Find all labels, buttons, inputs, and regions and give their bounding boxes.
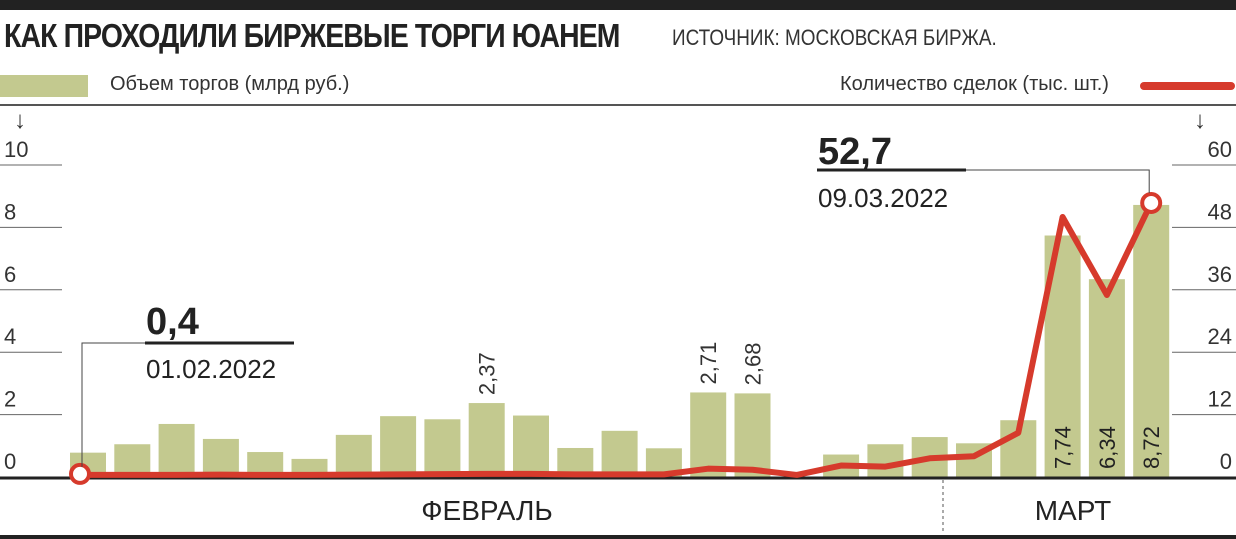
annotation-leader-start bbox=[81, 342, 145, 467]
volume-bar bbox=[468, 403, 505, 477]
volume-bar bbox=[202, 438, 239, 477]
deals-line bbox=[77, 199, 1155, 478]
right-tick-label: 24 bbox=[1208, 324, 1232, 349]
bar-value-label: 2,68 bbox=[741, 343, 766, 386]
annotation-value-start: 0,4 bbox=[146, 301, 199, 343]
bar-value-label: 2,37 bbox=[475, 352, 500, 395]
start-point-marker bbox=[69, 462, 91, 485]
peak-point-marker bbox=[1140, 191, 1163, 214]
volume-bar bbox=[513, 415, 549, 477]
volume-bar bbox=[158, 423, 195, 477]
right-tick-label: 0 bbox=[1220, 449, 1232, 474]
annotation-value-peak: 52,7 bbox=[818, 131, 892, 173]
left-tick-label: 6 bbox=[4, 262, 16, 287]
month-label-mar: МАРТ bbox=[1035, 495, 1112, 526]
left-tick-label: 8 bbox=[4, 199, 16, 224]
month-label-feb: ФЕВРАЛЬ bbox=[421, 495, 552, 526]
left-axis-arrow-icon: ↓ bbox=[14, 107, 26, 134]
volume-bar bbox=[1133, 204, 1170, 477]
legend-bars-label: Объем торгов (млрд руб.) bbox=[110, 73, 350, 95]
volume-bar bbox=[690, 392, 727, 477]
right-tick-label: 48 bbox=[1208, 199, 1232, 224]
right-tick-label: 12 bbox=[1208, 387, 1232, 412]
volume-bar bbox=[424, 419, 461, 477]
volume-bar bbox=[114, 444, 151, 477]
annotation-date-peak: 09.03.2022 bbox=[818, 183, 948, 213]
right-tick-label: 36 bbox=[1208, 262, 1232, 287]
volume-bar bbox=[867, 444, 904, 477]
annotation-leader-peak bbox=[966, 169, 1150, 193]
bar-value-label: 8,72 bbox=[1139, 426, 1164, 469]
bar-value-label: 2,71 bbox=[696, 342, 721, 385]
volume-bar bbox=[1088, 279, 1125, 477]
volume-bar bbox=[335, 434, 372, 477]
right-tick-label: 60 bbox=[1208, 137, 1232, 162]
bar-value-label: 6,34 bbox=[1095, 426, 1120, 469]
right-axis-arrow-icon: ↓ bbox=[1194, 107, 1206, 134]
legend-rule bbox=[0, 104, 1236, 106]
left-tick-label: 2 bbox=[4, 387, 16, 412]
volume-bar bbox=[734, 393, 771, 477]
left-tick-label: 10 bbox=[4, 137, 28, 162]
bottom-rule bbox=[0, 535, 1236, 539]
legend-line-label: Количество сделок (тыс. шт.) bbox=[840, 73, 1109, 95]
legend-bars-swatch bbox=[0, 75, 88, 97]
left-tick-label: 0 bbox=[4, 449, 16, 474]
chart-source: ИСТОЧНИК: МОСКОВСКАЯ БИРЖА. bbox=[672, 25, 997, 50]
volume-bar bbox=[601, 430, 638, 477]
legend-line-swatch bbox=[1140, 82, 1235, 90]
annotation-date-start: 01.02.2022 bbox=[146, 354, 276, 384]
left-tick-label: 4 bbox=[4, 324, 16, 349]
chart-title: КАК ПРОХОДИЛИ БИРЖЕВЫЕ ТОРГИ ЮАНЕМ bbox=[4, 17, 620, 54]
volume-bar bbox=[380, 416, 417, 477]
top-rule bbox=[0, 0, 1236, 10]
bar-value-label: 7,74 bbox=[1051, 426, 1076, 469]
